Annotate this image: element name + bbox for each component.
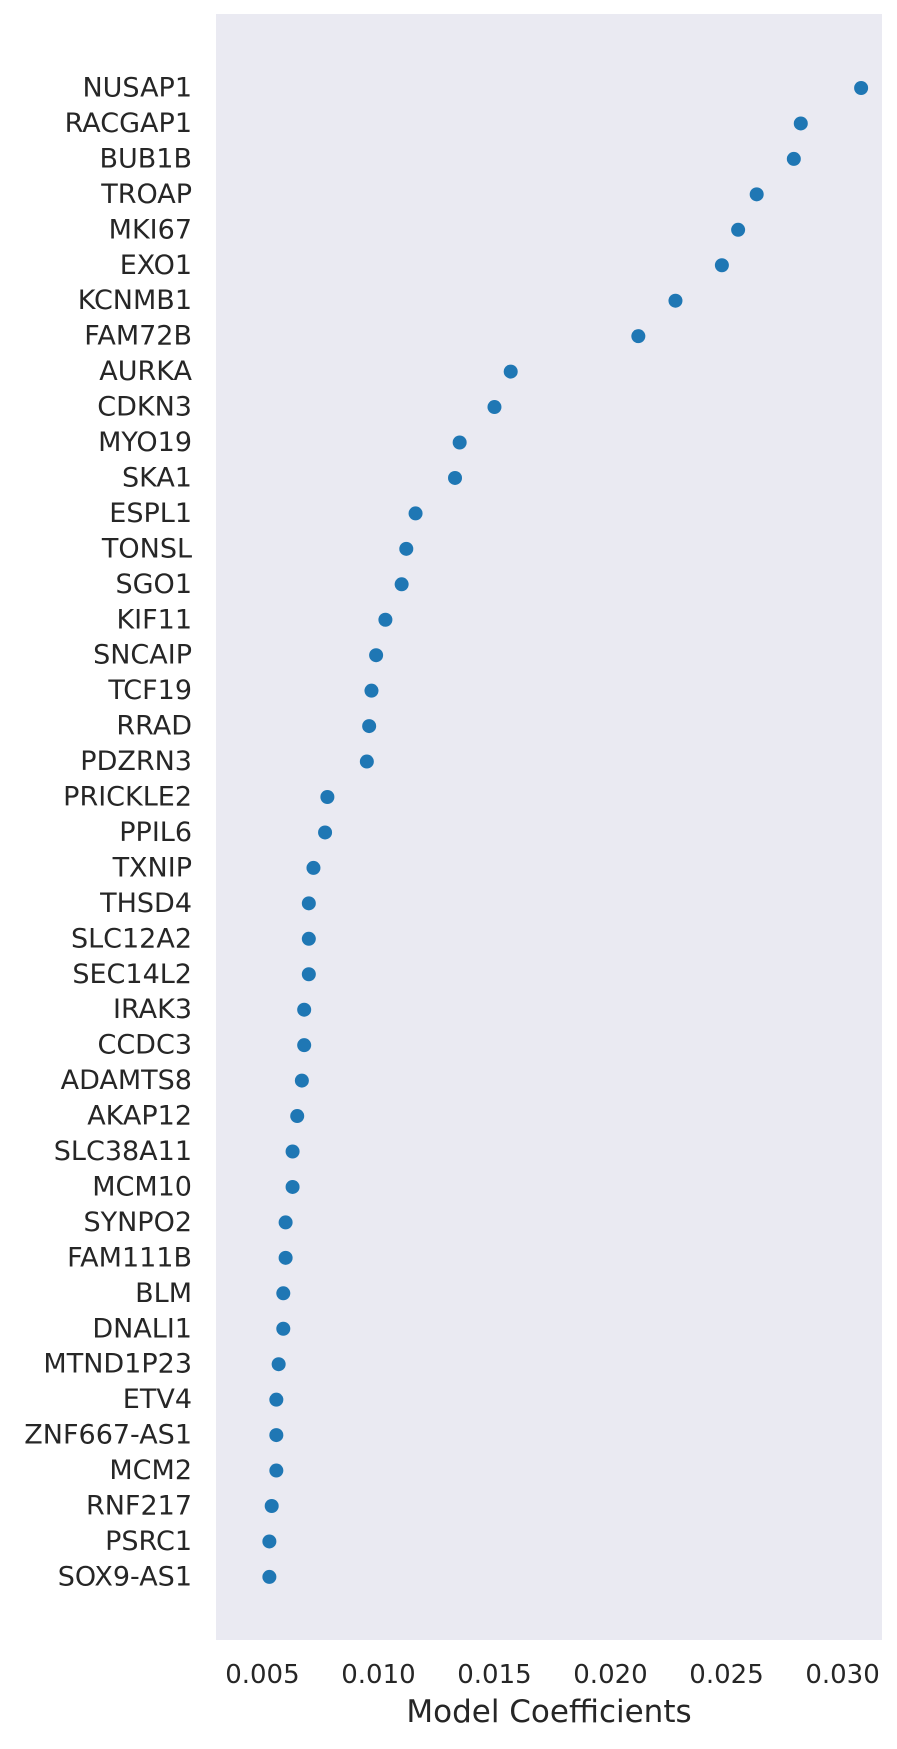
y-tick-label: SNCAIP	[93, 640, 192, 671]
y-tick-label: MCM2	[109, 1455, 192, 1486]
x-tick-label: 0.015	[457, 1660, 531, 1690]
data-point	[369, 648, 384, 663]
data-point	[264, 1499, 279, 1513]
x-axis-title: Model Coefficients	[406, 1694, 691, 1730]
y-tick-label: SLC12A2	[71, 923, 192, 954]
y-tick-label: KIF11	[116, 604, 192, 635]
y-tick-label: MYO19	[98, 427, 192, 458]
y-tick-label: TROAP	[100, 179, 192, 210]
data-point	[854, 81, 869, 95]
data-point	[269, 1392, 284, 1407]
y-tick-label: CDKN3	[97, 392, 192, 423]
data-point	[408, 506, 423, 521]
y-tick-label: TXNIP	[112, 852, 192, 883]
data-point	[668, 293, 683, 308]
y-tick-label: NUSAP1	[82, 73, 192, 104]
y-tick-label: ZNF667-AS1	[24, 1420, 192, 1451]
y-tick-label: FAM111B	[67, 1242, 192, 1273]
data-point	[269, 1463, 284, 1478]
y-tick-label: SLC38A11	[54, 1136, 192, 1167]
y-tick-label: THSD4	[99, 888, 192, 919]
data-point	[285, 1144, 300, 1159]
data-point	[749, 187, 764, 202]
y-tick-label: PPIL6	[119, 817, 192, 848]
data-point	[294, 1073, 309, 1088]
x-tick-label: 0.030	[805, 1660, 879, 1690]
data-point	[262, 1534, 277, 1549]
y-tick-label: KCNMB1	[78, 285, 192, 316]
x-tick-label: 0.020	[573, 1660, 647, 1690]
data-point	[271, 1357, 286, 1372]
y-tick-label: FAM72B	[84, 321, 192, 352]
data-point	[318, 825, 333, 840]
data-point	[448, 470, 463, 485]
data-point	[731, 222, 746, 237]
x-tick-label: 0.025	[689, 1660, 763, 1690]
y-tick-labels: NUSAP1 RACGAP1 BUB1B TROAP MKI67 EXO1 KCNMB1 FA…	[24, 73, 192, 1593]
y-tick-label: SEC14L2	[72, 959, 192, 990]
y-tick-label: IRAK3	[113, 994, 192, 1025]
y-tick-label: SYNPO2	[83, 1207, 192, 1238]
data-point	[262, 1569, 277, 1584]
y-tick-label: BUB1B	[99, 143, 192, 174]
y-tick-label: ESPL1	[109, 498, 192, 529]
y-tick-label: TONSL	[101, 533, 192, 564]
y-tick-label: RACGAP1	[65, 108, 192, 139]
y-tick-label: SGO1	[116, 569, 193, 600]
y-tick-label: AKAP12	[87, 1101, 192, 1132]
data-point	[503, 364, 518, 379]
y-tick-label: MKI67	[109, 214, 192, 245]
y-tick-label: BLM	[135, 1278, 192, 1309]
data-point	[359, 754, 374, 769]
data-point	[320, 790, 335, 804]
y-tick-label: MCM10	[92, 1171, 192, 1202]
data-point	[301, 967, 316, 982]
data-point	[714, 258, 729, 273]
y-tick-label: ETV4	[123, 1384, 192, 1415]
data-point	[362, 719, 377, 734]
y-tick-label: TCF19	[107, 675, 192, 706]
x-tick-label: 0.005	[225, 1660, 299, 1690]
x-tick-labels: 0.005 0.010 0.015 0.020 0.025 0.030	[225, 1660, 880, 1690]
y-tick-label: RRAD	[116, 711, 192, 742]
y-tick-label: DNALI1	[92, 1313, 192, 1344]
data-point	[301, 931, 316, 946]
data-point	[269, 1428, 284, 1443]
data-point	[301, 896, 316, 911]
y-tick-label: AURKA	[99, 356, 192, 387]
y-tick-label: PDZRN3	[80, 746, 192, 777]
data-point	[278, 1250, 293, 1265]
data-point	[452, 435, 467, 450]
data-point	[394, 577, 409, 592]
x-tick-label: 0.010	[341, 1660, 415, 1690]
data-point	[276, 1321, 291, 1336]
plot-background	[216, 14, 882, 1640]
data-point	[378, 612, 393, 627]
data-point	[487, 400, 502, 415]
data-point	[278, 1215, 293, 1230]
data-point	[297, 1038, 312, 1053]
y-tick-label: RNF217	[86, 1491, 192, 1522]
data-point	[276, 1286, 291, 1301]
y-tick-label: PRICKLE2	[63, 782, 192, 813]
y-tick-label: MTND1P23	[43, 1349, 192, 1380]
y-tick-label: PSRC1	[105, 1526, 192, 1557]
y-tick-label: ADAMTS8	[61, 1065, 192, 1096]
data-points	[262, 81, 869, 1584]
data-point	[364, 683, 379, 698]
y-tick-label: SKA1	[122, 462, 192, 493]
data-point	[297, 1002, 312, 1017]
data-point	[285, 1179, 300, 1194]
y-tick-label: SOX9-AS1	[58, 1561, 192, 1592]
data-point	[631, 329, 646, 344]
y-tick-label: CCDC3	[97, 1030, 192, 1061]
data-point	[786, 151, 801, 166]
data-point	[399, 541, 414, 556]
data-point	[306, 860, 321, 875]
data-point	[290, 1109, 305, 1124]
data-point	[793, 116, 808, 131]
y-tick-label: EXO1	[120, 250, 192, 281]
